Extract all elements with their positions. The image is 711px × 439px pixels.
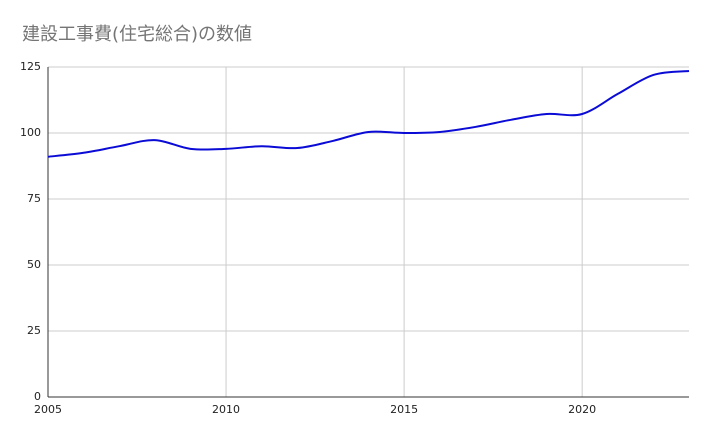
y-tick-label: 100 bbox=[20, 126, 41, 139]
chart-title: 建設工事費(住宅総合)の数値 bbox=[22, 24, 252, 45]
y-tick-label: 50 bbox=[27, 258, 41, 271]
y-tick-label: 75 bbox=[27, 192, 41, 205]
x-tick-label: 2005 bbox=[34, 403, 62, 416]
y-tick-label: 0 bbox=[34, 390, 41, 403]
x-tick-label: 2020 bbox=[568, 403, 596, 416]
x-tick-label: 2010 bbox=[212, 403, 240, 416]
data-line bbox=[47, 69, 690, 158]
y-tick-label: 125 bbox=[20, 60, 41, 73]
x-tick-label: 2015 bbox=[390, 403, 418, 416]
y-tick-label: 25 bbox=[27, 324, 41, 337]
